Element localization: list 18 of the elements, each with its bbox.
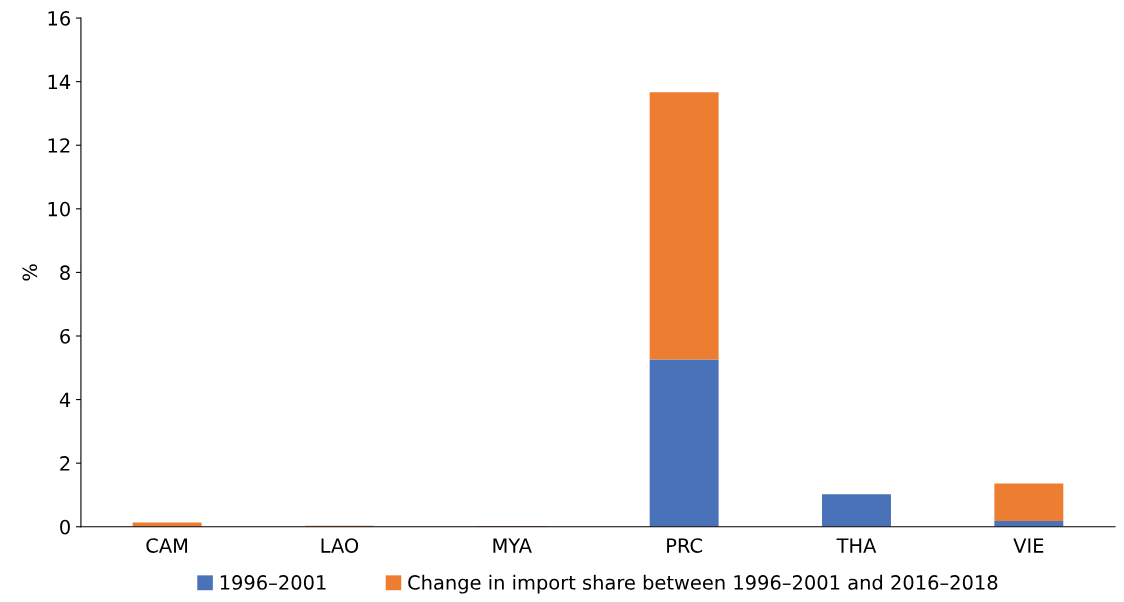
x-tick-label: PRC <box>667 538 703 553</box>
y-tick-label: 6 <box>60 328 70 344</box>
legend-label: Change in import share between 1996–2001 and 2016–2018 <box>408 574 998 594</box>
y-tick-label: 4 <box>59 392 71 407</box>
y-axis-title: % <box>22 264 38 281</box>
y-tick-label: 16 <box>48 11 70 26</box>
x-tick-label: LAO <box>321 538 359 553</box>
x-tick-label: THA <box>836 538 877 553</box>
legend-label: 1996–2001 <box>220 575 326 590</box>
y-tick-label: 14 <box>48 74 71 90</box>
y-tick-label: 12 <box>48 138 70 153</box>
y-tick-label: 8 <box>60 265 70 281</box>
y-tick-label: 10 <box>48 201 70 217</box>
y-tick-label: 0 <box>60 519 70 535</box>
x-tick-label: VIE <box>1013 538 1044 553</box>
x-tick-label: CAM <box>146 538 188 553</box>
x-tick-label: MYA <box>493 538 532 553</box>
y-tick-label: 2 <box>60 456 70 471</box>
